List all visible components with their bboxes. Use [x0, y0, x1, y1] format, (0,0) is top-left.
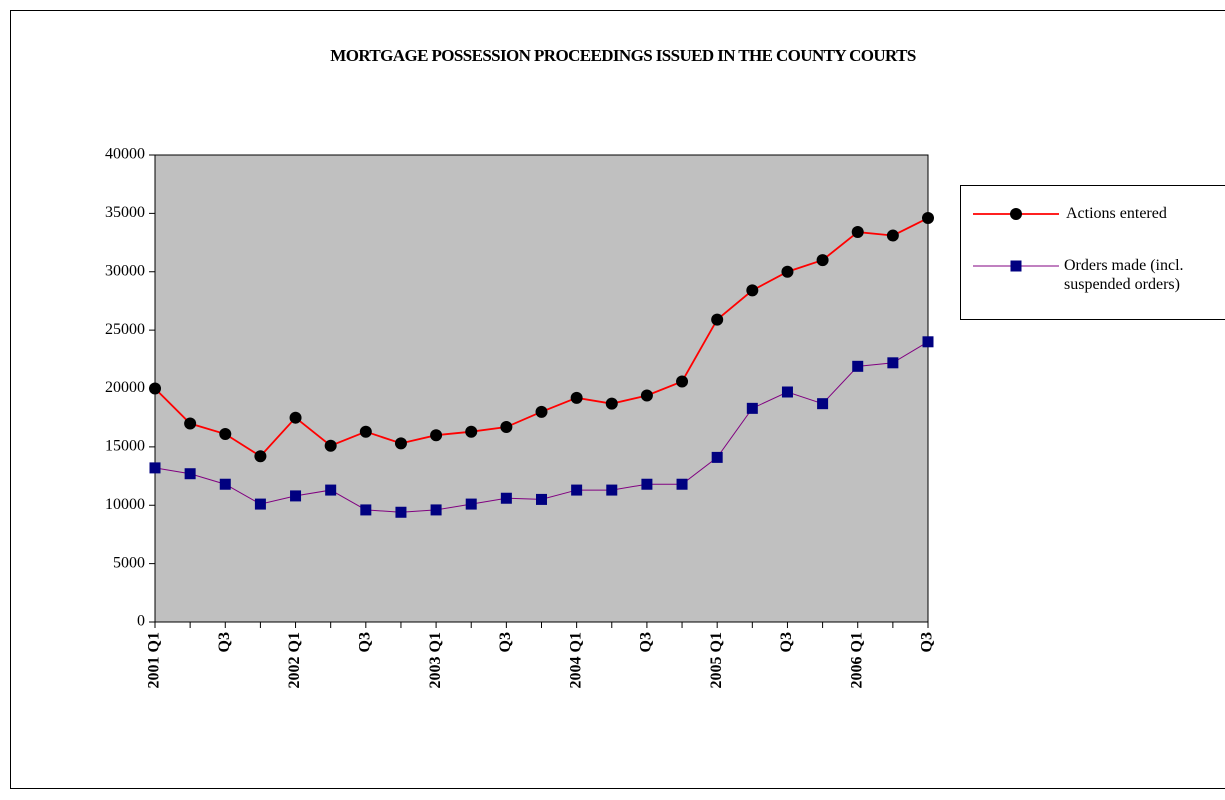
x-tick-label: Q3 — [216, 632, 233, 652]
point — [394, 437, 407, 450]
point — [254, 450, 267, 463]
point — [465, 498, 477, 510]
point — [219, 478, 231, 490]
point — [571, 484, 583, 496]
x-tick-label: Q3 — [638, 632, 655, 652]
point — [781, 265, 794, 278]
point — [816, 254, 829, 267]
legend-swatch — [973, 260, 1059, 272]
point — [360, 504, 372, 516]
y-tick-label: 40000 — [105, 146, 145, 163]
x-tick-label: Q3 — [919, 632, 936, 652]
x-tick-label: Q3 — [778, 632, 795, 652]
point — [781, 386, 793, 398]
point — [184, 417, 197, 430]
point — [254, 498, 266, 510]
point — [852, 360, 864, 372]
point — [640, 389, 653, 402]
point — [605, 397, 618, 410]
point — [711, 313, 724, 326]
point — [149, 382, 161, 395]
legend-label: Actions entered — [1066, 205, 1167, 222]
legend-swatch — [973, 208, 1059, 220]
point — [536, 493, 547, 505]
point — [290, 490, 302, 502]
legend-item: Orders made (incl. suspended orders) — [961, 256, 1214, 294]
point — [676, 375, 689, 388]
x-tick-label: Q3 — [497, 632, 514, 652]
legend: Actions entered Orders made (incl. suspen… — [960, 185, 1225, 320]
point — [711, 451, 723, 463]
x-tick-label: 2006 Q1 — [848, 632, 865, 688]
point — [325, 484, 337, 496]
point — [395, 506, 407, 518]
y-tick-label: 5000 — [113, 554, 145, 571]
legend-marker — [1010, 260, 1022, 272]
point — [500, 492, 512, 504]
x-tick-label: 2001 Q1 — [146, 632, 163, 688]
point — [500, 421, 513, 434]
y-tick-label: 15000 — [105, 438, 145, 455]
y-tick-label: 0 — [137, 613, 145, 630]
y-tick-label: 20000 — [105, 379, 145, 396]
point — [746, 402, 758, 414]
point — [535, 405, 548, 418]
point — [817, 398, 829, 410]
point — [184, 468, 196, 480]
point — [324, 439, 337, 452]
x-tick-label: Q3 — [356, 632, 373, 652]
chart-title: MORTGAGE POSSESSION PROCEEDINGS ISSUED I… — [330, 46, 916, 65]
y-tick-label: 30000 — [105, 262, 145, 279]
x-tick-label: 2002 Q1 — [286, 632, 303, 688]
legend-item: Actions entered — [961, 204, 1216, 224]
point — [746, 284, 759, 297]
point — [887, 357, 899, 369]
point — [289, 411, 302, 424]
legend-marker — [1010, 208, 1022, 220]
point — [149, 462, 161, 474]
point — [606, 484, 618, 496]
plot-area — [154, 154, 929, 623]
x-tick-label: 2004 Q1 — [567, 632, 584, 688]
point — [465, 425, 478, 438]
legend-label: Orders made (incl. suspended orders) — [1064, 257, 1184, 293]
x-tick-label: 2003 Q1 — [427, 632, 444, 688]
point — [851, 226, 864, 239]
point — [922, 212, 934, 225]
point — [641, 478, 653, 490]
point — [676, 478, 688, 490]
y-tick-label: 35000 — [105, 204, 145, 221]
point — [219, 428, 232, 441]
point — [922, 336, 934, 348]
point — [430, 429, 443, 442]
x-tick-label: 2005 Q1 — [708, 632, 725, 688]
point — [430, 504, 442, 516]
y-tick-label: 10000 — [105, 496, 145, 513]
y-tick-label: 25000 — [105, 321, 145, 338]
point — [570, 391, 583, 404]
point — [886, 229, 899, 242]
point — [359, 425, 372, 438]
